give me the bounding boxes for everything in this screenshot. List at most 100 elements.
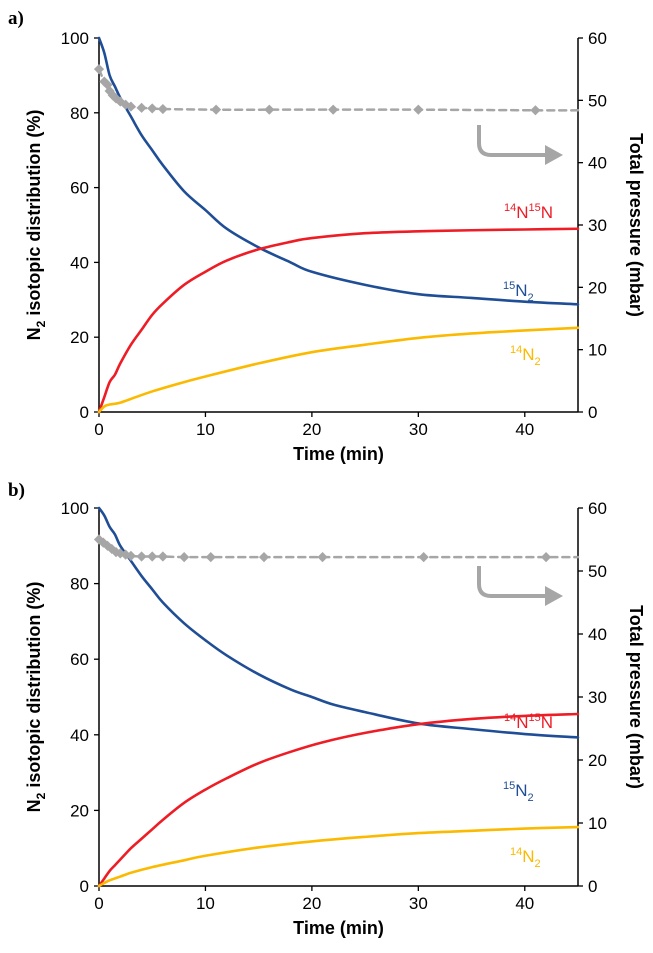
label-main: N — [515, 281, 527, 300]
y-tick-label: 100 — [61, 499, 89, 518]
x-tick-label: 40 — [515, 420, 534, 439]
series-line-14n15n — [97, 227, 580, 414]
label-sup: 14 — [510, 344, 522, 356]
pressure-point — [157, 103, 168, 115]
pressure-point — [328, 104, 339, 115]
label-sup: 15 — [529, 202, 541, 214]
y-axis-title-sub: 2 — [34, 320, 48, 327]
y-tick-label: 80 — [70, 104, 89, 123]
label-main: N — [522, 847, 534, 866]
pressure-point — [258, 552, 270, 563]
pressure-point — [136, 102, 147, 113]
pressure-point — [418, 552, 429, 563]
y-right-tick-label: 20 — [588, 278, 607, 297]
series-label-14n15n: 14N15N — [504, 202, 553, 222]
x-axis-title: Time (min) — [293, 918, 384, 938]
y-axis-title-rest: isotopic distribution (%) — [24, 582, 44, 793]
pressure-point — [157, 551, 168, 562]
series-line-14n2 — [97, 326, 580, 414]
y-right-tick-label: 30 — [588, 216, 607, 235]
label-main: N — [541, 713, 553, 732]
series-label-15n2: 15N2 — [503, 780, 534, 804]
series-line-14n2 — [97, 825, 580, 888]
x-tick-label: 0 — [94, 420, 103, 439]
y-right-tick-label: 0 — [588, 877, 597, 896]
label-sup: 14 — [504, 202, 516, 214]
y-tick-label: 0 — [80, 403, 89, 422]
y-right-tick-label: 40 — [588, 625, 607, 644]
y-axis-title-main: N — [24, 327, 44, 340]
y-tick-label: 0 — [80, 877, 89, 896]
y-right-tick-label: 30 — [588, 688, 607, 707]
y-axis-title-rest: isotopic distribution (%) — [24, 110, 44, 321]
label-sub: 2 — [535, 356, 541, 368]
y-axis-title: N2 isotopic distribution (%) — [24, 110, 48, 341]
y-tick-label: 20 — [70, 801, 89, 820]
right-axis-arrow — [477, 566, 547, 598]
label-sup: 15 — [503, 280, 515, 292]
y-tick-label: 40 — [70, 726, 89, 745]
pressure-point — [147, 103, 158, 114]
y-right-tick-label: 40 — [588, 154, 607, 173]
pressure-point — [540, 552, 552, 563]
pressure-point — [210, 104, 222, 115]
y-tick-label: 60 — [70, 179, 89, 198]
pressure-point — [93, 64, 105, 75]
series-line-total-pressure — [97, 67, 580, 112]
label-main: N — [541, 203, 553, 222]
series-line-15n2 — [97, 506, 580, 739]
x-axis-title: Time (min) — [293, 444, 384, 464]
label-sup: 15 — [503, 780, 515, 792]
label-main: N — [522, 345, 534, 364]
y-axis-title: N2 isotopic distribution (%) — [24, 582, 48, 813]
y-right-tick-label: 10 — [588, 341, 607, 360]
series-line-total-pressure — [97, 538, 580, 559]
pressure-point — [147, 551, 158, 562]
x-tick-label: 10 — [196, 894, 215, 913]
x-tick-label: 40 — [515, 894, 534, 913]
label-sub: 2 — [535, 858, 541, 870]
panel-label-a: a) — [8, 8, 24, 29]
x-tick-label: 10 — [196, 420, 215, 439]
label-main: N — [516, 203, 528, 222]
right-axis-arrow — [477, 125, 547, 157]
y-right-tick-label: 50 — [588, 91, 607, 110]
series-label-14n15n: 14N15N — [504, 712, 553, 732]
pressure-point — [125, 101, 137, 112]
label-main: N — [515, 781, 527, 800]
series-label-14n2: 14N2 — [510, 846, 541, 870]
y-axis-title-main: N — [24, 799, 44, 812]
label-sub: 2 — [528, 292, 534, 304]
x-tick-label: 0 — [94, 894, 103, 913]
panel-label-b: b) — [8, 480, 25, 501]
chart-panel-b: 0 10 20 30 40 0 20 40 60 80 100 0 10 20 30 40 50 60 Time (… — [24, 499, 646, 938]
y-tick-label: 60 — [70, 650, 89, 669]
label-main: N — [516, 713, 528, 732]
pressure-point — [264, 104, 275, 115]
pressure-point — [317, 552, 328, 563]
x-tick-label: 30 — [409, 420, 428, 439]
y-tick-label: 100 — [61, 29, 89, 48]
arrow-head-icon — [545, 586, 563, 606]
label-sup: 14 — [504, 712, 516, 724]
pressure-point — [530, 105, 541, 116]
series-label-15n2: 15N2 — [503, 280, 534, 304]
y-tick-label: 80 — [70, 575, 89, 594]
label-sup: 14 — [510, 846, 522, 858]
y-axis-title-sub: 2 — [34, 792, 48, 799]
y-right-tick-label: 60 — [588, 499, 607, 518]
y-right-axis-title: Total pressure (mbar) — [626, 605, 646, 789]
series-line-14n15n — [97, 712, 580, 888]
arrow-head-icon — [545, 145, 563, 165]
y-right-tick-label: 0 — [588, 403, 597, 422]
y-tick-label: 40 — [70, 253, 89, 272]
y-right-tick-label: 20 — [588, 751, 607, 770]
label-sup: 15 — [529, 712, 541, 724]
y-right-axis-title: Total pressure (mbar) — [626, 133, 646, 317]
series-label-14n2: 14N2 — [510, 344, 541, 368]
series-line-15n2 — [97, 36, 580, 306]
x-tick-label: 20 — [302, 420, 321, 439]
y-right-tick-label: 60 — [588, 29, 607, 48]
y-right-tick-label: 50 — [588, 562, 607, 581]
pressure-point — [413, 104, 424, 115]
